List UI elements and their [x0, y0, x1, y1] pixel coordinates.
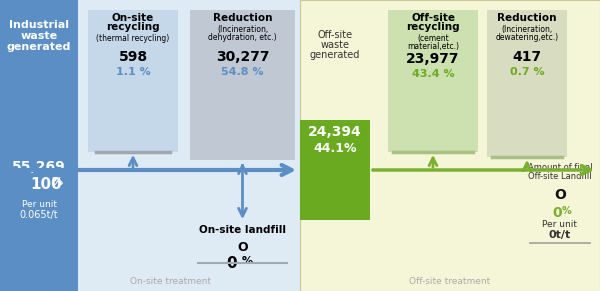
Text: On-site treatment: On-site treatment — [130, 277, 211, 286]
Bar — [300, 0, 600, 291]
Text: 0.065t/t: 0.065t/t — [20, 210, 58, 220]
Text: waste: waste — [320, 40, 349, 50]
Text: 0: 0 — [226, 256, 236, 271]
Bar — [487, 10, 567, 157]
Text: On-site landfill: On-site landfill — [199, 225, 286, 235]
Text: Per unit: Per unit — [22, 200, 56, 209]
Text: waste: waste — [20, 31, 58, 41]
Text: 0: 0 — [552, 206, 562, 220]
Text: Off-site treatment: Off-site treatment — [409, 277, 491, 286]
Bar — [78, 0, 300, 291]
Text: Off-site: Off-site — [317, 30, 353, 40]
Text: 24,394: 24,394 — [308, 125, 362, 139]
Text: 0t/t: 0t/t — [549, 230, 571, 240]
Text: 598: 598 — [118, 50, 148, 64]
Text: 417: 417 — [512, 50, 542, 64]
Text: generated: generated — [310, 50, 360, 60]
Text: 55,269: 55,269 — [12, 160, 66, 174]
Text: 43.4 %: 43.4 % — [412, 69, 454, 79]
Text: material,etc.): material,etc.) — [407, 42, 459, 51]
Text: (thermal recycling): (thermal recycling) — [97, 34, 170, 43]
Text: Reduction: Reduction — [213, 13, 272, 23]
Text: O: O — [554, 188, 566, 202]
Text: Reduction: Reduction — [497, 13, 557, 23]
Text: 1.1 %: 1.1 % — [116, 67, 151, 77]
Text: Per unit: Per unit — [542, 220, 577, 229]
Text: (Incineration,: (Incineration, — [502, 25, 553, 34]
Text: 30,277: 30,277 — [216, 50, 269, 64]
Text: 54.8 %: 54.8 % — [221, 67, 264, 77]
Text: 44.1%: 44.1% — [313, 142, 357, 155]
Text: dewatering,etc.): dewatering,etc.) — [496, 33, 559, 42]
Text: recycling: recycling — [406, 22, 460, 32]
Text: Off-site Landfill: Off-site Landfill — [528, 172, 592, 181]
Bar — [388, 10, 478, 152]
Bar — [190, 10, 295, 160]
Text: On-site: On-site — [112, 13, 154, 23]
Text: 23,977: 23,977 — [406, 52, 460, 66]
Text: %: % — [52, 177, 63, 187]
Bar — [88, 10, 178, 152]
Text: (Incineration,: (Incineration, — [217, 25, 268, 34]
Bar — [300, 120, 370, 220]
Text: Industrial: Industrial — [9, 20, 69, 30]
Text: recycling: recycling — [106, 22, 160, 32]
Text: generated: generated — [7, 42, 71, 52]
Text: %: % — [239, 256, 254, 266]
Text: (cement: (cement — [417, 34, 449, 43]
Bar — [0, 0, 78, 291]
Text: %: % — [562, 206, 572, 216]
Text: 100: 100 — [30, 177, 62, 192]
Text: dehydration, etc.): dehydration, etc.) — [208, 33, 277, 42]
Text: Off-site: Off-site — [411, 13, 455, 23]
Text: O: O — [237, 241, 248, 254]
Text: 0.7 %: 0.7 % — [509, 67, 544, 77]
Text: Amount of final: Amount of final — [527, 163, 592, 172]
